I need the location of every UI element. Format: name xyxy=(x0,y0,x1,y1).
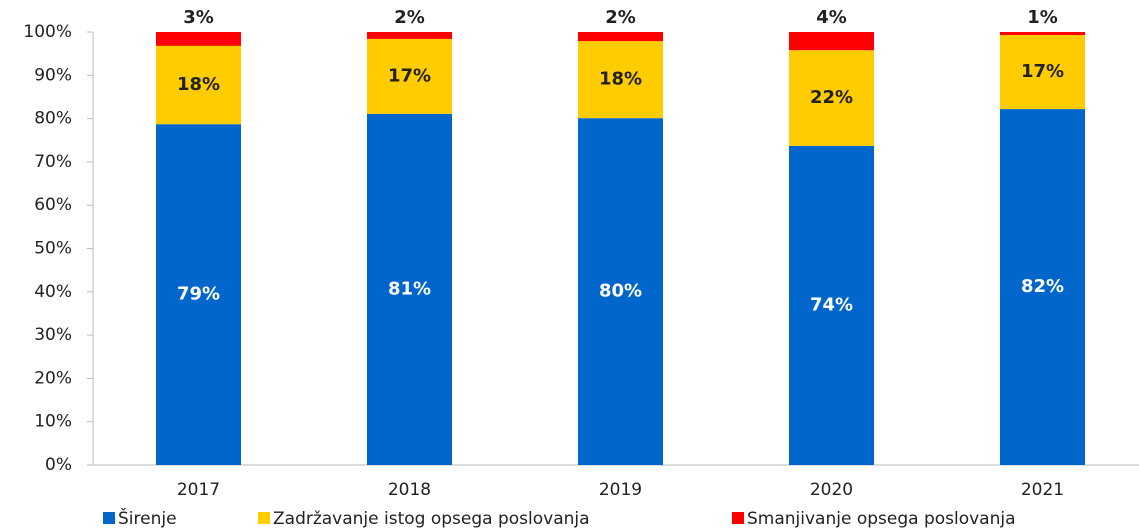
bar-segment xyxy=(1000,32,1085,36)
y-tick-label: 30% xyxy=(34,325,72,345)
bar-segment xyxy=(1000,109,1085,465)
x-tick-label: 2020 xyxy=(810,480,853,500)
x-tick-label: 2021 xyxy=(1021,480,1064,500)
data-label: 80% xyxy=(599,281,642,302)
bar-segment xyxy=(789,145,874,465)
y-tick-label: 0% xyxy=(45,455,72,475)
y-tick-label: 70% xyxy=(34,152,72,172)
bar-segment xyxy=(156,32,241,46)
data-label: 79% xyxy=(177,284,220,305)
y-tick-label: 40% xyxy=(34,282,72,302)
legend-swatch xyxy=(103,512,115,524)
data-label: 2% xyxy=(394,7,425,28)
data-label: 18% xyxy=(177,74,220,95)
data-label: 18% xyxy=(599,69,642,90)
bar-segment xyxy=(789,50,874,146)
data-label: 17% xyxy=(1021,61,1064,82)
data-label: 22% xyxy=(810,87,853,108)
legend-swatch xyxy=(732,512,744,524)
data-label: 17% xyxy=(388,65,431,86)
data-label: 82% xyxy=(1021,276,1064,297)
bar-segment xyxy=(578,41,663,119)
legend-label: Smanjivanje opsega poslovanja xyxy=(747,509,1016,529)
bar-segment xyxy=(578,32,663,42)
data-label: 81% xyxy=(388,278,431,299)
bar-segment xyxy=(578,118,663,466)
y-tick-label: 60% xyxy=(34,195,72,215)
y-tick-label: 50% xyxy=(34,239,72,259)
y-tick-label: 80% xyxy=(34,109,72,129)
data-label: 3% xyxy=(183,7,214,28)
x-tick-label: 2018 xyxy=(388,480,431,500)
y-tick-label: 90% xyxy=(34,65,72,85)
legend-label: Zadržavanje istog opsega poslovanja xyxy=(273,509,590,529)
bar-segment xyxy=(1000,35,1085,110)
data-label: 2% xyxy=(605,7,636,28)
y-tick-label: 100% xyxy=(23,22,72,42)
data-label: 1% xyxy=(1027,7,1058,28)
bar-segment xyxy=(156,124,241,465)
bar-segment xyxy=(789,32,874,51)
bar-segment xyxy=(367,113,452,465)
bar-segment xyxy=(156,45,241,125)
y-tick-label: 20% xyxy=(34,368,72,388)
y-tick-label: 10% xyxy=(34,412,72,432)
legend-label: Širenje xyxy=(118,507,177,529)
data-label: 4% xyxy=(816,7,847,28)
bar-segment xyxy=(367,32,452,39)
bar-segment xyxy=(367,38,452,114)
x-tick-label: 2019 xyxy=(599,480,642,500)
data-label: 74% xyxy=(810,294,853,315)
legend-swatch xyxy=(258,512,270,524)
x-tick-label: 2017 xyxy=(177,480,220,500)
